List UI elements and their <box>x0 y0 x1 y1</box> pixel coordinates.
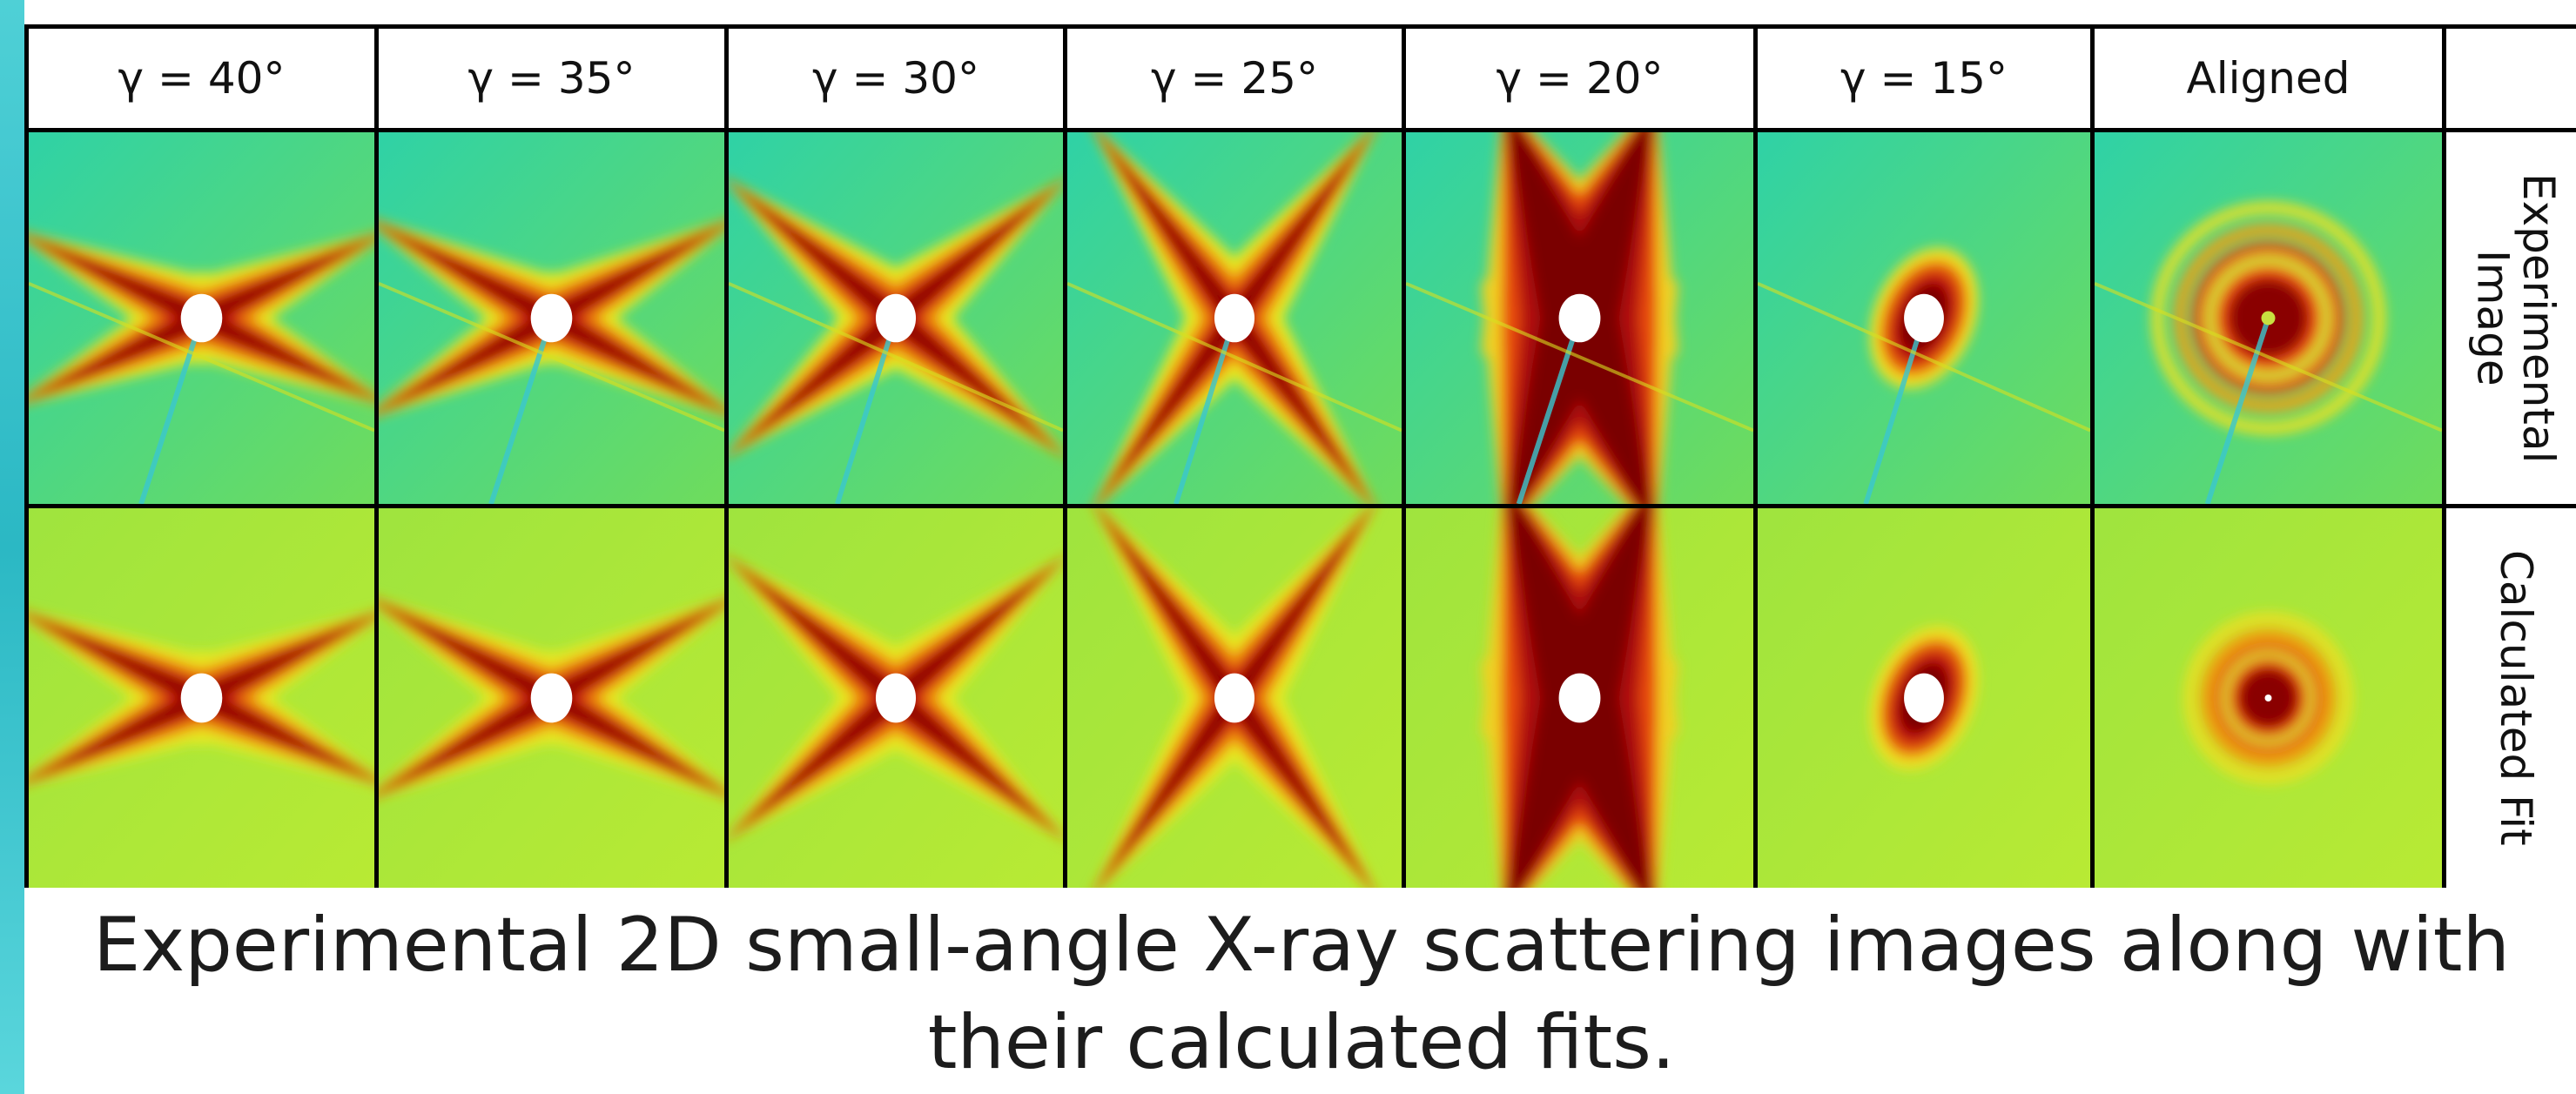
corner-cell <box>2446 29 2576 128</box>
beamstop <box>1559 294 1601 343</box>
row-label: Calculated Fit <box>2492 550 2539 846</box>
row-label-cell: Calculated Fit <box>2446 508 2576 888</box>
figure-grid: γ = 40°γ = 35°γ = 30°γ = 25°γ = 20°γ = 1… <box>24 24 2576 888</box>
scattering-image <box>729 508 1063 888</box>
column-header: Aligned <box>2095 29 2442 128</box>
caption: Experimental 2D small-angle X-ray scatte… <box>52 896 2551 1091</box>
scattering-image <box>2095 508 2442 888</box>
beamstop <box>1904 674 1944 723</box>
beamstop <box>1904 294 1944 343</box>
scattering-image <box>1406 132 1753 504</box>
beamstop <box>1214 674 1254 723</box>
scattering-image <box>1758 508 2090 888</box>
page: {"headers": ["γ = 40°", "γ = 35°", "γ = … <box>0 0 2576 1094</box>
scattering-image <box>2095 132 2442 504</box>
image-panel <box>1406 508 1753 888</box>
image-panel <box>2095 508 2442 888</box>
column-header: γ = 30° <box>729 29 1063 128</box>
scattering-image <box>1406 508 1753 888</box>
column-header: γ = 35° <box>379 29 724 128</box>
page-body: γ = 40°γ = 35°γ = 30°γ = 25°γ = 20°γ = 1… <box>0 0 2576 1094</box>
image-panel <box>1758 132 2090 504</box>
beam-center <box>2262 312 2276 326</box>
beamstop <box>181 674 223 723</box>
column-header: γ = 20° <box>1406 29 1753 128</box>
beamstop <box>1559 674 1601 723</box>
image-panel <box>1758 508 2090 888</box>
beam-center <box>2265 695 2272 701</box>
beamstop <box>1214 294 1254 343</box>
image-panel <box>379 132 724 504</box>
column-header: γ = 25° <box>1067 29 1402 128</box>
scattering-image <box>729 132 1063 504</box>
image-panel <box>379 508 724 888</box>
scattering-image <box>1067 132 1402 504</box>
scattering-image <box>29 132 374 504</box>
row-label: Experimental Image <box>2470 144 2561 493</box>
beamstop <box>876 674 916 723</box>
scattering-image <box>379 508 724 888</box>
column-header: γ = 40° <box>29 29 374 128</box>
image-panel <box>1067 508 1402 888</box>
scattering-image <box>1067 508 1402 888</box>
image-panel <box>2095 132 2442 504</box>
beamstop <box>531 674 573 723</box>
beamstop <box>876 294 916 343</box>
column-header: γ = 15° <box>1758 29 2090 128</box>
image-panel <box>1067 132 1402 504</box>
beamstop <box>531 294 573 343</box>
row-label-cell: Experimental Image <box>2446 132 2576 504</box>
side-strip <box>0 0 24 1094</box>
image-panel <box>29 132 374 504</box>
image-panel <box>729 132 1063 504</box>
scattering-image <box>29 508 374 888</box>
image-panel <box>729 508 1063 888</box>
image-panel <box>29 508 374 888</box>
scattering-image <box>379 132 724 504</box>
scattering-image <box>1758 132 2090 504</box>
beamstop <box>181 294 223 343</box>
image-panel <box>1406 132 1753 504</box>
